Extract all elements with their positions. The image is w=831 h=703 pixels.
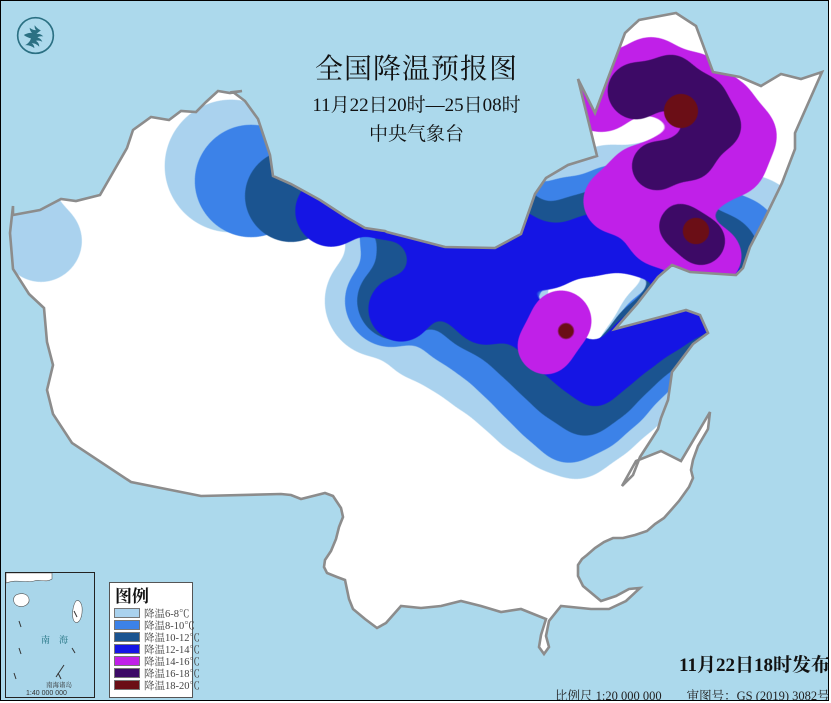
svg-text:南 海: 南 海 [41,634,68,645]
svg-text:1:40 000 000: 1:40 000 000 [26,690,67,697]
svg-text:南海诸岛: 南海诸岛 [46,680,73,689]
